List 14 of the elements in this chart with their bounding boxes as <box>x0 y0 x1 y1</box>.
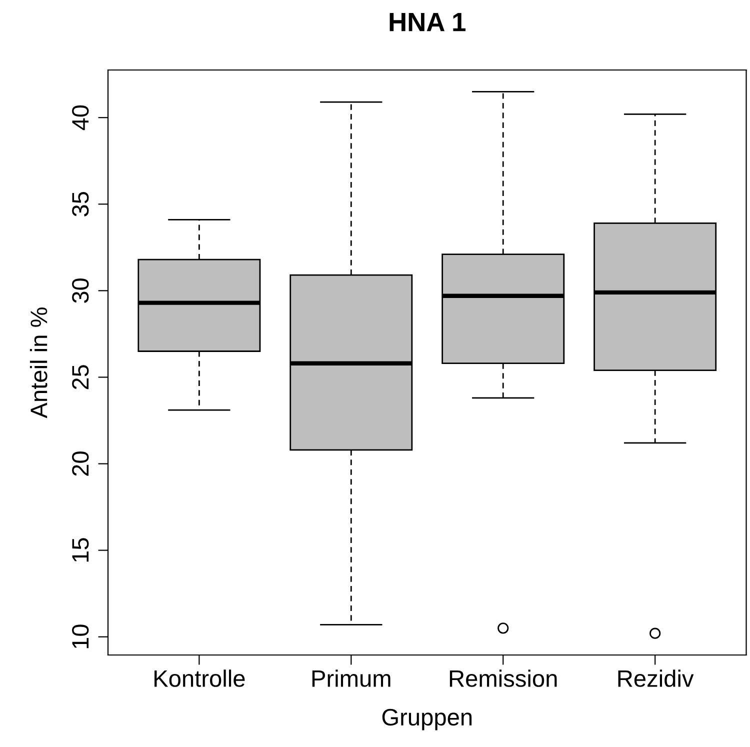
x-tick-label: Remission <box>450 670 557 687</box>
x-axis-title: Gruppen <box>382 708 472 730</box>
y-tick-label: 40 <box>72 105 89 130</box>
x-tick-label: Rezidiv <box>618 670 694 687</box>
y-tick-label: 25 <box>72 365 89 390</box>
y-axis-title: Anteil in % <box>30 308 48 418</box>
y-tick-label: 35 <box>72 192 89 216</box>
y-tick-label: 30 <box>72 278 89 303</box>
y-tick-label: 20 <box>72 452 89 476</box>
x-tick-label: Primum <box>312 670 390 687</box>
x-tick-label: Kontrolle <box>154 670 245 687</box>
y-tick-label: 15 <box>72 538 89 562</box>
chart-title: HNA 1 <box>390 12 466 32</box>
y-tick-label: 10 <box>72 624 89 648</box>
